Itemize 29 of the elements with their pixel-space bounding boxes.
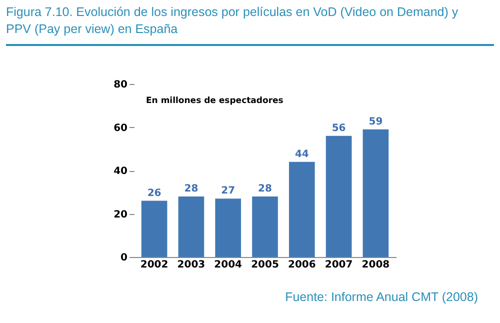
x-tick-label: 2004 xyxy=(214,260,242,270)
bar xyxy=(326,136,352,257)
x-tick-label: 2005 xyxy=(251,260,279,270)
bar xyxy=(141,200,168,257)
x-tick-label: 2006 xyxy=(288,260,316,270)
y-tick-label: 0 xyxy=(120,252,128,264)
data-label: 56 xyxy=(332,122,346,134)
annotation: En millones de espectadores xyxy=(146,96,284,106)
y-tick-label: 60 xyxy=(114,122,128,134)
x-tick-label: 2002 xyxy=(140,260,168,270)
y-tick-label: 40 xyxy=(114,166,128,177)
chart-title: Figura 7.10. Evolución de los ingresos por películas en VoD (Video on Demand) y PPV (Pay per view) en España xyxy=(6,4,460,38)
data-label: 59 xyxy=(368,116,383,128)
bar xyxy=(362,129,389,257)
bar xyxy=(288,162,315,257)
source-note: Fuente: Informe Anual CMT (2008) xyxy=(285,290,478,304)
data-label: 27 xyxy=(221,186,236,197)
data-label: 44 xyxy=(294,148,309,160)
data-label: 28 xyxy=(184,183,198,194)
bar xyxy=(215,198,242,257)
x-tick-label: 2008 xyxy=(362,260,390,270)
x-tick-label: 2003 xyxy=(177,260,206,270)
bar xyxy=(252,196,278,257)
data-label: 28 xyxy=(258,183,272,194)
bar xyxy=(178,196,204,257)
y-tick-label: 80 xyxy=(114,80,128,90)
y-tick-label: 20 xyxy=(114,209,128,220)
data-label: 26 xyxy=(147,188,162,199)
x-tick-label: 2007 xyxy=(324,260,353,270)
